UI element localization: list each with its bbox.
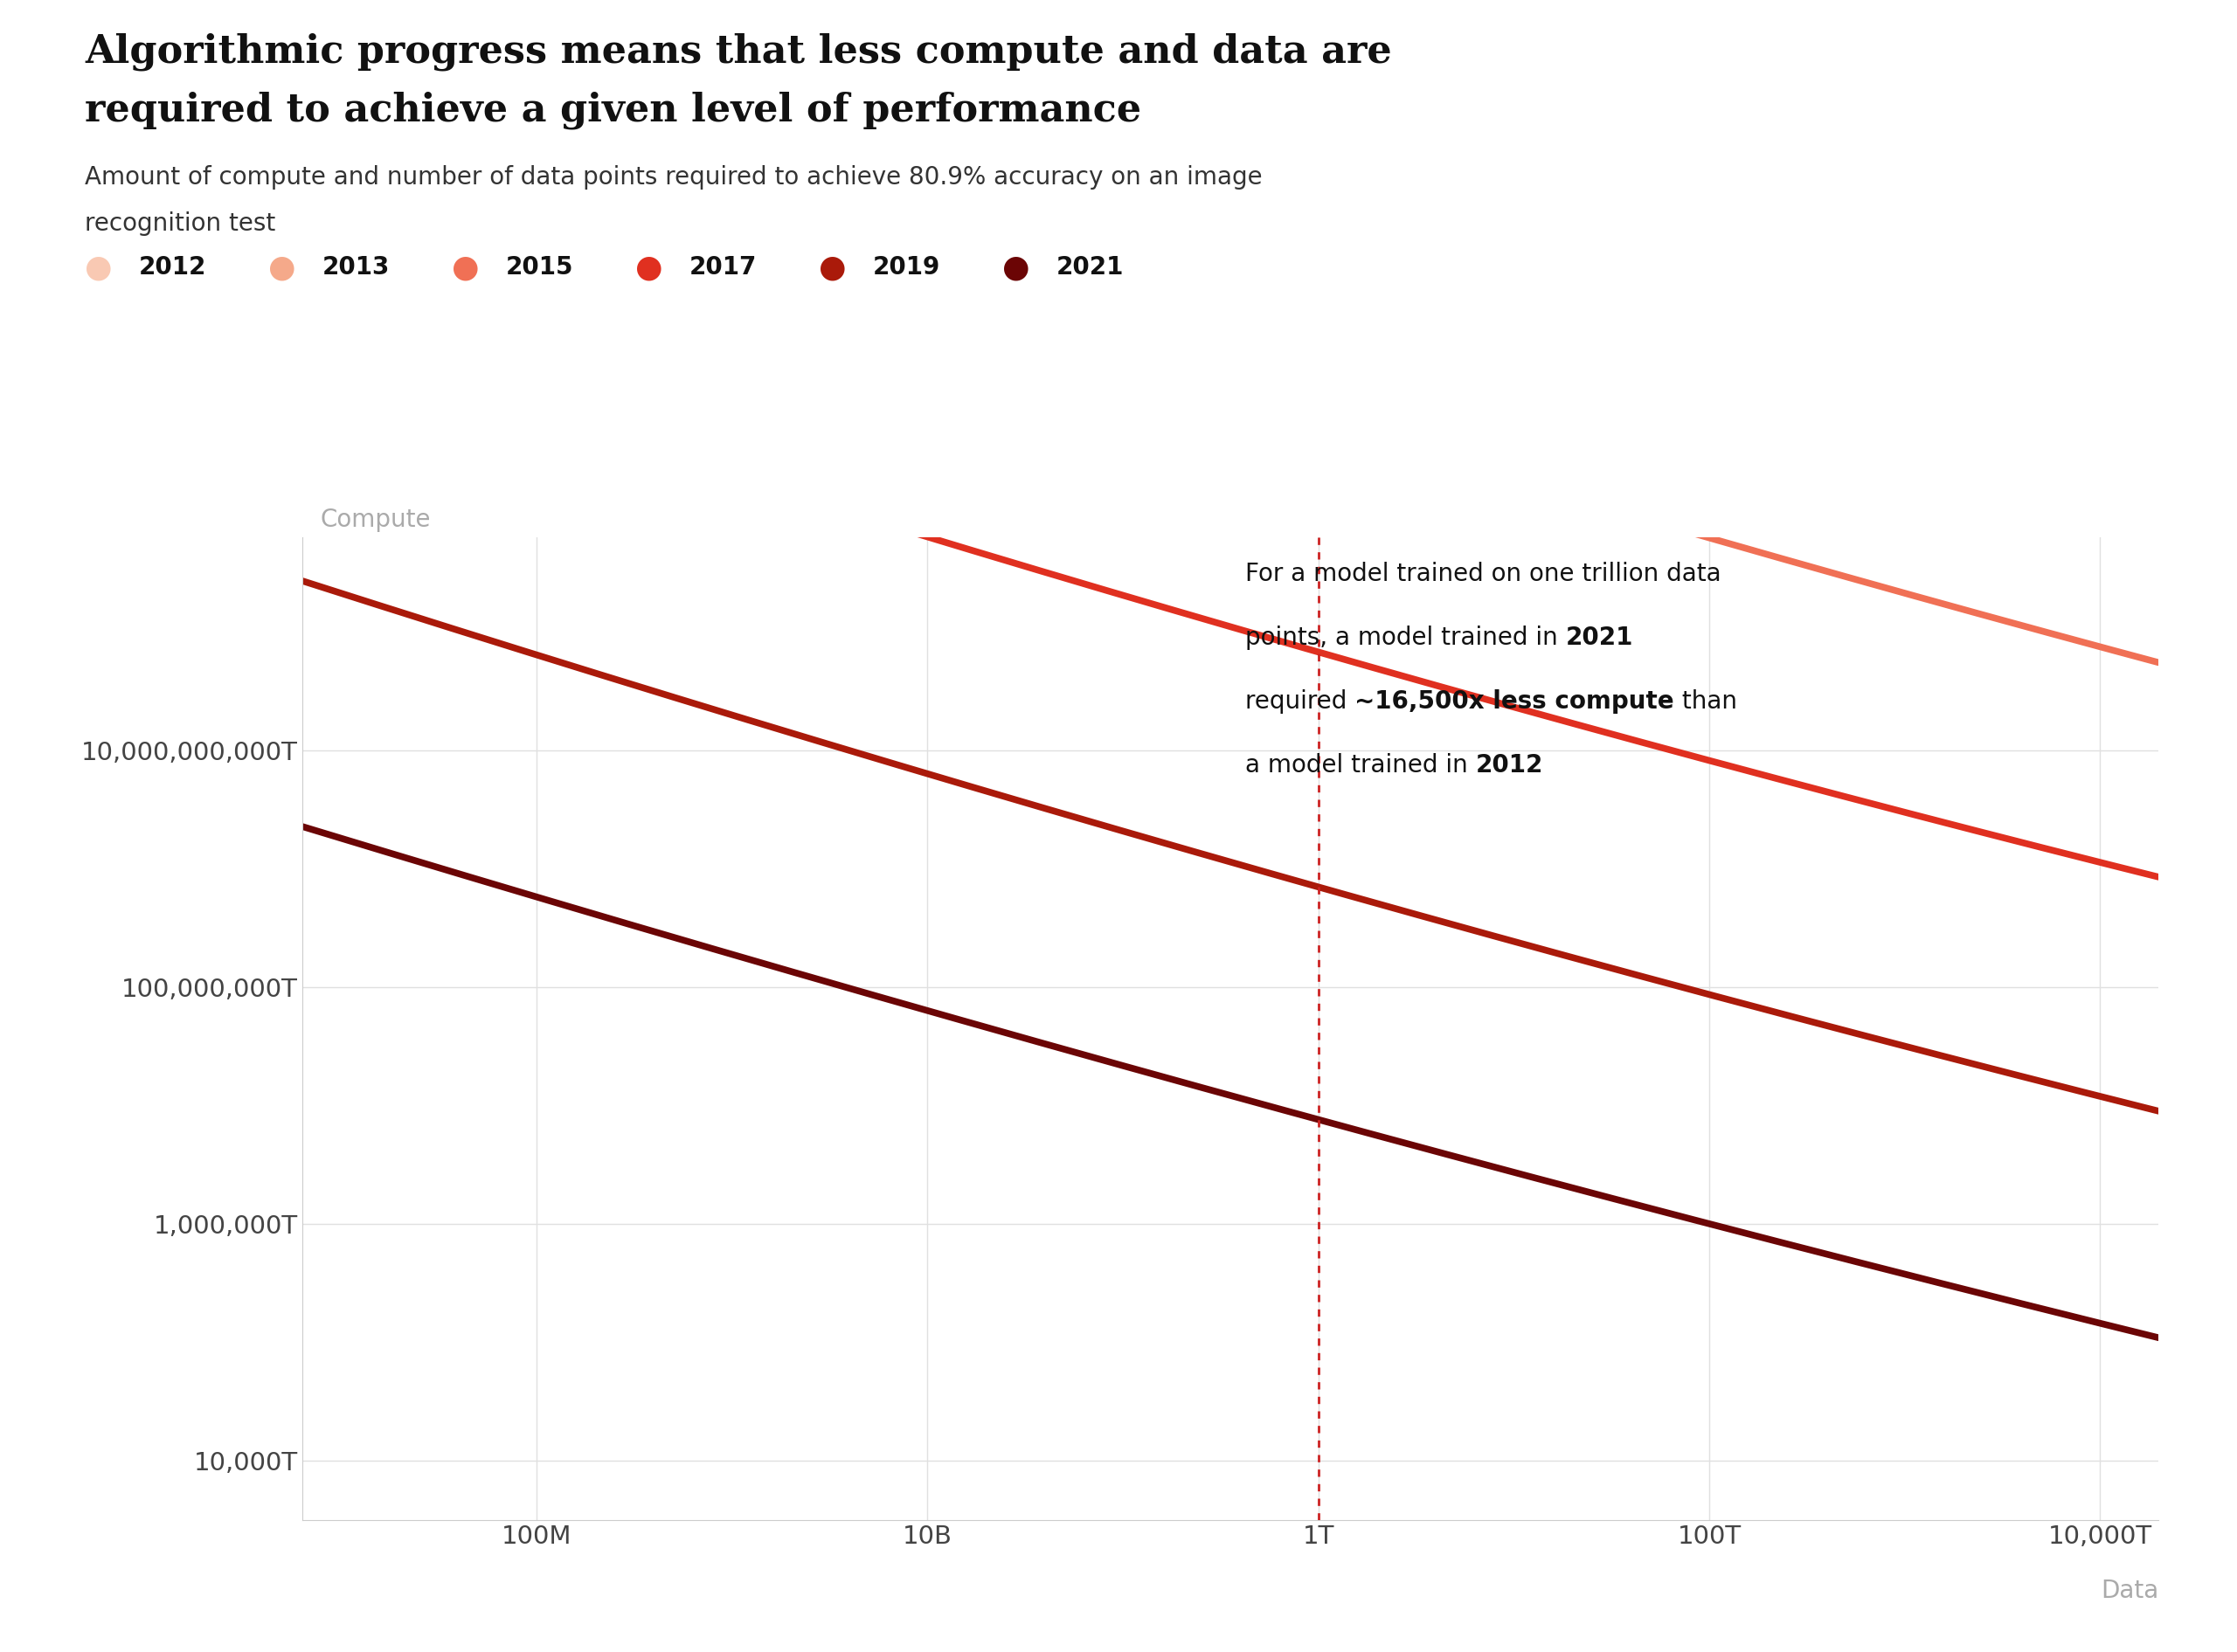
Text: Data: Data bbox=[2101, 1579, 2159, 1604]
Text: required to achieve a given level of performance: required to achieve a given level of per… bbox=[85, 91, 1141, 129]
Text: ●: ● bbox=[635, 253, 662, 282]
Text: 2017: 2017 bbox=[689, 256, 756, 279]
Text: ●: ● bbox=[1002, 253, 1029, 282]
Text: ●: ● bbox=[268, 253, 295, 282]
Text: 2021: 2021 bbox=[1566, 626, 1633, 649]
Text: Algorithmic progress means that less compute and data are: Algorithmic progress means that less com… bbox=[85, 33, 1391, 71]
Text: For a model trained on one trillion data: For a model trained on one trillion data bbox=[1246, 562, 1720, 586]
Text: ●: ● bbox=[819, 253, 846, 282]
Text: recognition test: recognition test bbox=[85, 211, 275, 236]
Text: 2021: 2021 bbox=[1056, 256, 1123, 279]
Text: a model trained in: a model trained in bbox=[1246, 753, 1476, 778]
Text: points, a model trained in: points, a model trained in bbox=[1246, 626, 1566, 649]
Text: 2013: 2013 bbox=[322, 256, 389, 279]
Text: than: than bbox=[1673, 689, 1738, 714]
Text: ●: ● bbox=[452, 253, 479, 282]
Text: Amount of compute and number of data points required to achieve 80.9% accuracy o: Amount of compute and number of data poi… bbox=[85, 165, 1262, 190]
Text: 2019: 2019 bbox=[872, 256, 940, 279]
Text: 2012: 2012 bbox=[139, 256, 206, 279]
Text: 2012: 2012 bbox=[1476, 753, 1544, 778]
Text: required: required bbox=[1246, 689, 1356, 714]
Text: Compute: Compute bbox=[320, 507, 432, 532]
Text: ●: ● bbox=[85, 253, 112, 282]
Text: 2015: 2015 bbox=[506, 256, 573, 279]
Text: ∼16,500x less compute: ∼16,500x less compute bbox=[1356, 689, 1673, 714]
